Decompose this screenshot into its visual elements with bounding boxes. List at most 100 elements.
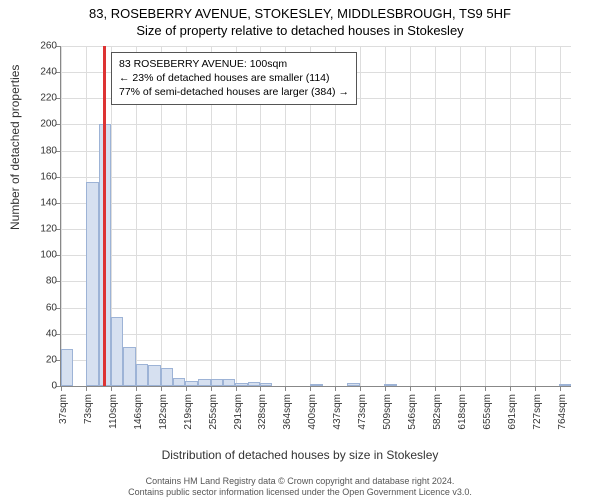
x-tick [161, 386, 162, 391]
x-tick [335, 386, 336, 391]
x-tick-label: 509sqm [382, 394, 393, 430]
x-tick-label: 691sqm [507, 394, 518, 430]
x-tick-label: 473sqm [357, 394, 368, 430]
x-tick-label: 764sqm [557, 394, 568, 430]
histogram-bar [559, 384, 571, 386]
gridline-h [61, 151, 571, 152]
x-tick [186, 386, 187, 391]
histogram-bar [235, 383, 247, 386]
x-tick-label: 364sqm [282, 394, 293, 430]
x-tick-label: 582sqm [432, 394, 443, 430]
x-tick-label: 37sqm [58, 394, 69, 424]
histogram-bar [148, 365, 160, 386]
x-tick [385, 386, 386, 391]
y-tick-label: 0 [51, 381, 57, 392]
gridline-v [435, 46, 436, 386]
histogram-bar [173, 378, 185, 386]
annotation-box: 83 ROSEBERRY AVENUE: 100sqm← 23% of deta… [111, 52, 357, 105]
gridline-h [61, 229, 571, 230]
x-tick [535, 386, 536, 391]
x-tick-label: 146sqm [133, 394, 144, 430]
gridline-h [61, 46, 571, 47]
x-tick [510, 386, 511, 391]
histogram-bar [211, 379, 223, 386]
y-tick-label: 140 [40, 197, 57, 208]
x-tick [435, 386, 436, 391]
histogram-bar [185, 381, 198, 386]
histogram-bar [347, 383, 359, 386]
y-tick-label: 120 [40, 224, 57, 235]
x-axis-title: Distribution of detached houses by size … [0, 448, 600, 462]
y-tick-label: 20 [46, 354, 57, 365]
x-tick-label: 546sqm [407, 394, 418, 430]
gridline-v [410, 46, 411, 386]
gridline-h [61, 124, 571, 125]
gridline-h [61, 203, 571, 204]
x-tick [236, 386, 237, 391]
y-tick-label: 60 [46, 302, 57, 313]
histogram-bar [310, 384, 322, 386]
y-tick-label: 240 [40, 67, 57, 78]
y-tick-label: 160 [40, 171, 57, 182]
y-tick-label: 220 [40, 93, 57, 104]
y-tick-label: 100 [40, 250, 57, 261]
property-marker-line [103, 46, 106, 386]
annotation-line2: ← 23% of detached houses are smaller (11… [119, 71, 349, 85]
gridline-v [560, 46, 561, 386]
y-tick-label: 40 [46, 328, 57, 339]
y-tick-label: 200 [40, 119, 57, 130]
gridline-h [61, 334, 571, 335]
histogram-bar [111, 317, 123, 386]
gridline-h [61, 308, 571, 309]
histogram-bar [61, 349, 73, 386]
footer-line1: Contains HM Land Registry data © Crown c… [0, 476, 600, 487]
gridline-h [61, 255, 571, 256]
histogram-bar [248, 382, 260, 386]
x-tick-label: 110sqm [108, 394, 119, 429]
x-tick [260, 386, 261, 391]
y-tick-label: 260 [40, 41, 57, 52]
y-axis-title: Number of detached properties [8, 65, 22, 230]
gridline-v [535, 46, 536, 386]
page-title-line2: Size of property relative to detached ho… [0, 21, 600, 38]
gridline-v [485, 46, 486, 386]
x-tick-label: 328sqm [257, 394, 268, 430]
x-tick [485, 386, 486, 391]
x-tick [310, 386, 311, 391]
x-tick-label: 727sqm [532, 394, 543, 430]
footer-line2: Contains public sector information licen… [0, 487, 600, 498]
x-tick [86, 386, 87, 391]
gridline-h [61, 281, 571, 282]
gridline-v [460, 46, 461, 386]
footer-attribution: Contains HM Land Registry data © Crown c… [0, 476, 600, 498]
histogram-bar [86, 182, 99, 386]
x-tick-label: 400sqm [307, 394, 318, 430]
gridline-v [61, 46, 62, 386]
histogram-bar [161, 368, 173, 386]
histogram-bar [123, 347, 135, 386]
histogram-bar [198, 379, 210, 386]
x-tick-label: 73sqm [83, 394, 94, 424]
x-tick [410, 386, 411, 391]
x-tick [460, 386, 461, 391]
histogram-bar [384, 384, 397, 386]
x-tick [61, 386, 62, 391]
x-tick [111, 386, 112, 391]
page-title-line1: 83, ROSEBERRY AVENUE, STOKESLEY, MIDDLES… [0, 0, 600, 21]
gridline-v [385, 46, 386, 386]
x-tick [285, 386, 286, 391]
x-tick [560, 386, 561, 391]
gridline-h [61, 177, 571, 178]
x-tick-label: 437sqm [332, 394, 343, 430]
x-tick-label: 291sqm [233, 394, 244, 430]
gridline-v [360, 46, 361, 386]
x-tick [136, 386, 137, 391]
x-tick [360, 386, 361, 391]
x-tick-label: 255sqm [208, 394, 219, 430]
y-tick-label: 180 [40, 145, 57, 156]
chart-area: 02040608010012014016018020022024026037sq… [60, 46, 570, 406]
x-tick-label: 655sqm [482, 394, 493, 430]
gridline-h [61, 360, 571, 361]
histogram-bar [223, 379, 235, 386]
annotation-line1: 83 ROSEBERRY AVENUE: 100sqm [119, 57, 349, 71]
